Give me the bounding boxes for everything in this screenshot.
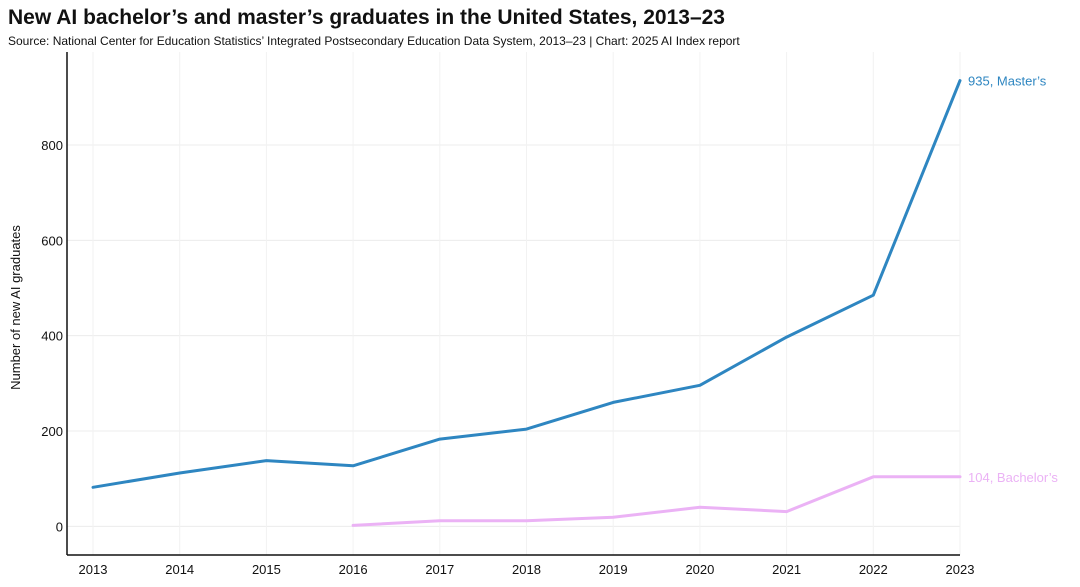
y-tick-label: 200 [41, 424, 63, 439]
x-tick-label: 2019 [599, 562, 628, 577]
y-axis-title: Number of new AI graduates [8, 225, 23, 390]
x-tick-label: 2022 [859, 562, 888, 577]
gridlines [67, 52, 961, 555]
x-tick-label: 2013 [79, 562, 108, 577]
axes: 0 200 400 600 800 2013 2014 2015 2016 2017 2018 201… [8, 52, 974, 577]
x-tick-label: 2014 [165, 562, 194, 577]
x-tick-label: 2020 [685, 562, 714, 577]
x-tick-label: 2015 [252, 562, 281, 577]
y-tick-label: 0 [56, 519, 63, 534]
x-tick-label: 2023 [946, 562, 975, 577]
series-line [91, 79, 962, 489]
x-tick-label: 2018 [512, 562, 541, 577]
series-end-label: 935, Master’s [968, 74, 1047, 89]
x-tick-label: 2017 [425, 562, 454, 577]
chart-subtitle: Source: National Center for Education St… [8, 34, 740, 48]
series-end-label: 104, Bachelor’s [968, 470, 1058, 485]
series-lines [91, 79, 962, 527]
y-tick-label: 800 [41, 138, 63, 153]
x-tick-label: 2016 [339, 562, 368, 577]
labels: 935, Master’s 104, Bachelor’s [968, 74, 1058, 485]
y-tick-label: 600 [41, 233, 63, 248]
x-tick-label: 2021 [772, 562, 801, 577]
chart-title: New AI bachelor’s and master’s graduates… [8, 6, 725, 29]
series-line [351, 475, 962, 527]
y-tick-label: 400 [41, 329, 63, 344]
